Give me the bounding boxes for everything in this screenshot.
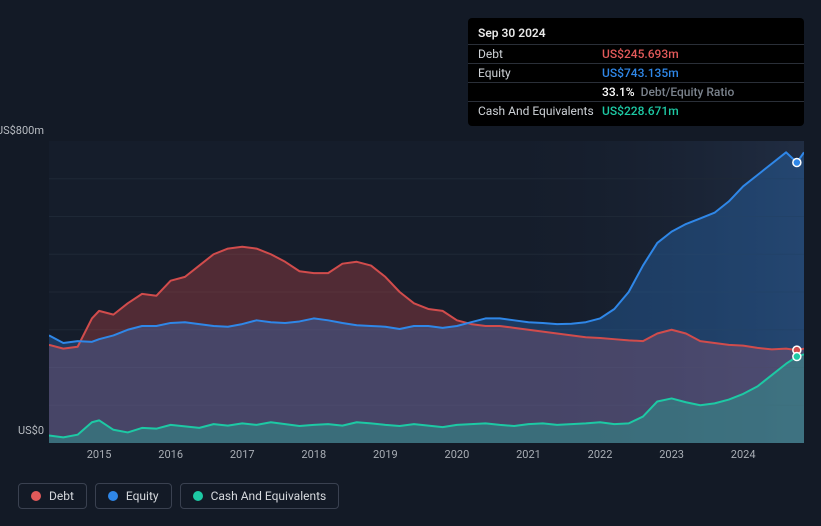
xaxis-tick: 2023 <box>659 448 684 461</box>
tooltip-row-label: Equity <box>478 66 602 80</box>
legend-label: Cash And Equivalents <box>211 489 327 503</box>
legend-label: Equity <box>126 489 159 503</box>
xaxis-tick: 2018 <box>301 448 326 461</box>
xaxis-tick: 2019 <box>373 448 398 461</box>
legend-label: Debt <box>49 489 74 503</box>
tooltip-row-value: US$228.671m <box>602 104 679 118</box>
tooltip-row-secondary: Debt/Equity Ratio <box>641 85 735 99</box>
tooltip-row: DebtUS$245.693m <box>468 44 804 63</box>
tooltip-row-label: Debt <box>478 47 602 61</box>
xaxis-tick: 2022 <box>588 448 613 461</box>
legend-item[interactable]: Debt <box>18 483 87 509</box>
tooltip-row-label: Cash And Equivalents <box>478 104 602 118</box>
xaxis-tick: 2021 <box>516 448 541 461</box>
xaxis-tick: 2024 <box>731 448 756 461</box>
chart-svg <box>49 141 804 443</box>
legend-item[interactable]: Equity <box>95 483 172 509</box>
tooltip-row: Cash And EquivalentsUS$228.671m <box>468 101 804 120</box>
legend-swatch <box>193 491 203 501</box>
tooltip-row-value: 33.1%Debt/Equity Ratio <box>602 85 734 99</box>
legend-swatch <box>31 491 41 501</box>
yaxis-tick-max: US$800m <box>0 124 44 137</box>
legend-item[interactable]: Cash And Equivalents <box>180 483 340 509</box>
xaxis-tick: 2017 <box>230 448 255 461</box>
xaxis-tick: 2016 <box>158 448 183 461</box>
xaxis: 2015 2016 2017 2018 2019 2020 2021 2022 2023 2024 <box>49 448 804 468</box>
hover-tooltip: Sep 30 2024 DebtUS$245.693mEquityUS$743.… <box>468 18 804 126</box>
xaxis-tick: 2020 <box>445 448 470 461</box>
chart-plot[interactable] <box>49 141 804 443</box>
tooltip-row: EquityUS$743.135m <box>468 63 804 82</box>
tooltip-row-label <box>478 85 602 99</box>
legend-swatch <box>108 491 118 501</box>
tooltip-row-value: US$743.135m <box>602 66 679 80</box>
tooltip-date: Sep 30 2024 <box>468 24 804 44</box>
xaxis-tick: 2015 <box>87 448 112 461</box>
tooltip-row: 33.1%Debt/Equity Ratio <box>468 82 804 101</box>
yaxis-tick-min: US$0 <box>18 424 44 437</box>
legend: Debt Equity Cash And Equivalents <box>18 483 339 509</box>
tooltip-row-value: US$245.693m <box>602 47 679 61</box>
